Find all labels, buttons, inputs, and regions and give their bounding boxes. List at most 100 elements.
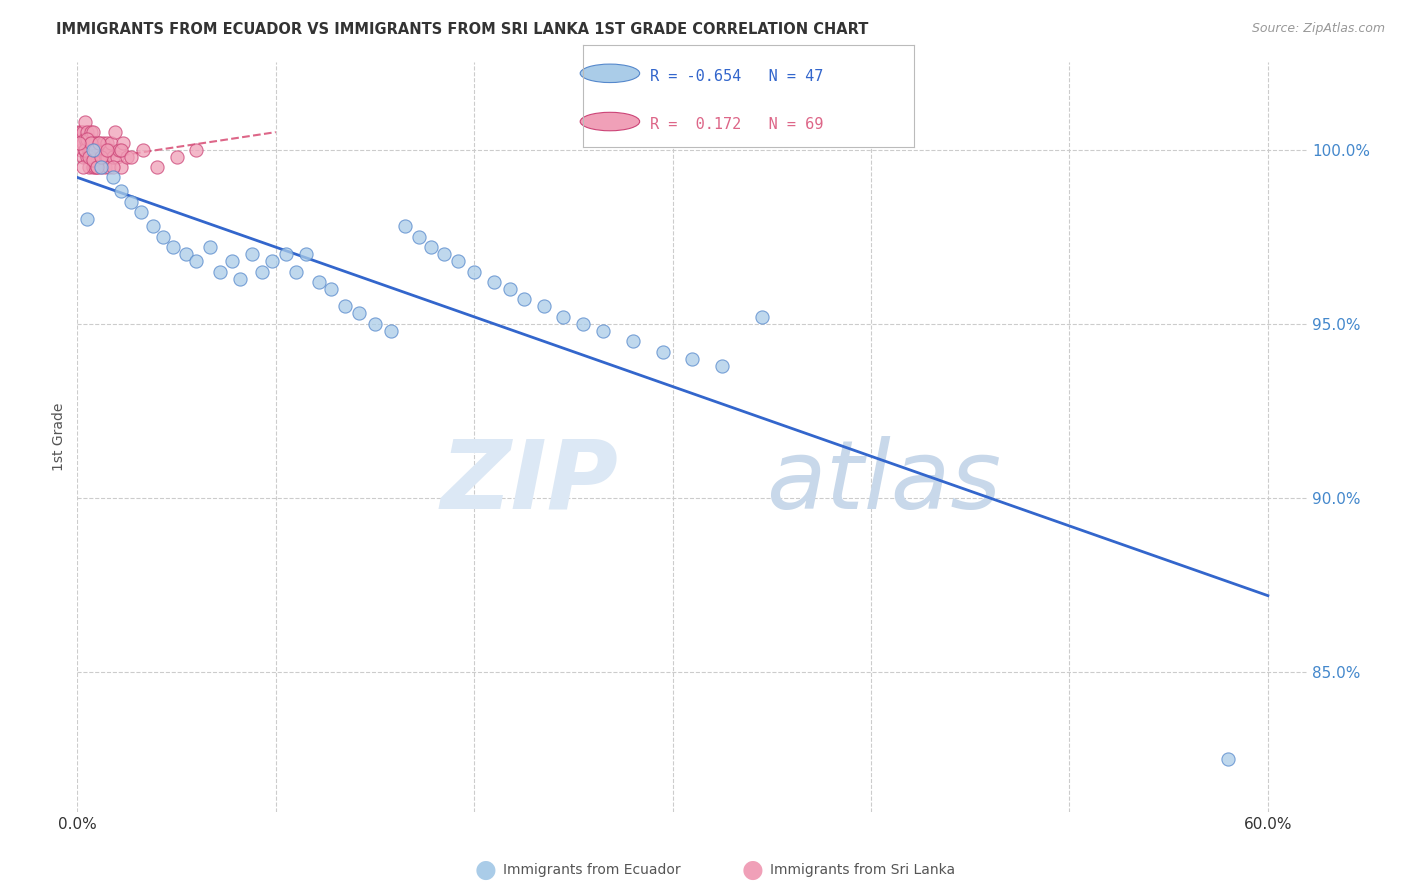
Circle shape bbox=[581, 112, 640, 131]
Point bbox=[284, 264, 307, 278]
Point bbox=[651, 344, 673, 359]
Point bbox=[433, 247, 456, 261]
Point bbox=[76, 125, 98, 139]
Point bbox=[94, 160, 117, 174]
Point bbox=[553, 310, 575, 324]
Text: ZIP: ZIP bbox=[440, 435, 619, 529]
Point bbox=[110, 160, 132, 174]
Point bbox=[91, 149, 114, 163]
Point bbox=[200, 240, 222, 254]
Text: R = -0.654   N = 47: R = -0.654 N = 47 bbox=[650, 69, 823, 84]
Point bbox=[75, 132, 97, 146]
Point bbox=[84, 143, 107, 157]
Point bbox=[347, 306, 370, 320]
Point bbox=[533, 299, 555, 313]
Point bbox=[72, 125, 94, 139]
Point bbox=[75, 143, 97, 157]
Text: ●: ● bbox=[474, 858, 496, 881]
Point bbox=[463, 264, 485, 278]
Point bbox=[176, 247, 198, 261]
Point bbox=[120, 149, 142, 163]
Point bbox=[80, 136, 103, 150]
Point bbox=[513, 293, 536, 307]
Point bbox=[260, 254, 283, 268]
Point bbox=[89, 136, 111, 150]
Point bbox=[447, 254, 470, 268]
Point bbox=[621, 334, 644, 349]
Text: Immigrants from Ecuador: Immigrants from Ecuador bbox=[503, 863, 681, 877]
Point bbox=[82, 160, 104, 174]
Circle shape bbox=[581, 64, 640, 83]
Point bbox=[77, 149, 100, 163]
Point bbox=[335, 299, 357, 313]
Point bbox=[294, 247, 316, 261]
Text: Immigrants from Sri Lanka: Immigrants from Sri Lanka bbox=[770, 863, 956, 877]
Point bbox=[1218, 752, 1240, 766]
Point bbox=[110, 143, 132, 157]
Point bbox=[132, 143, 155, 157]
Point bbox=[77, 132, 100, 146]
Point bbox=[72, 149, 94, 163]
Point bbox=[77, 160, 100, 174]
Point bbox=[162, 240, 184, 254]
Point bbox=[84, 160, 107, 174]
Point bbox=[321, 282, 343, 296]
Point bbox=[98, 143, 121, 157]
Point bbox=[80, 149, 103, 163]
Point bbox=[86, 149, 108, 163]
Point bbox=[229, 271, 252, 285]
Point bbox=[101, 149, 124, 163]
Point bbox=[67, 125, 90, 139]
Point bbox=[129, 205, 152, 219]
Point bbox=[111, 136, 134, 150]
Point bbox=[90, 143, 112, 157]
Point bbox=[86, 160, 108, 174]
Point bbox=[89, 149, 111, 163]
Text: atlas: atlas bbox=[766, 435, 1001, 529]
Point bbox=[394, 219, 416, 234]
Point bbox=[84, 136, 107, 150]
Point bbox=[186, 254, 208, 268]
Point bbox=[104, 125, 127, 139]
Point bbox=[380, 324, 402, 338]
Point bbox=[166, 149, 188, 163]
Point bbox=[76, 136, 98, 150]
Point bbox=[82, 153, 104, 167]
Point bbox=[70, 143, 93, 157]
Point bbox=[82, 136, 104, 150]
Point bbox=[90, 160, 112, 174]
Point bbox=[308, 275, 330, 289]
Point bbox=[482, 275, 505, 289]
Point bbox=[751, 310, 773, 324]
Point bbox=[364, 317, 387, 331]
Point bbox=[70, 125, 93, 139]
Point bbox=[82, 143, 104, 157]
Point bbox=[711, 359, 734, 373]
Point bbox=[86, 143, 108, 157]
Text: R =  0.172   N = 69: R = 0.172 N = 69 bbox=[650, 117, 823, 132]
Point bbox=[209, 264, 232, 278]
Point bbox=[80, 125, 103, 139]
Point bbox=[145, 160, 167, 174]
Point bbox=[98, 160, 121, 174]
Point bbox=[72, 160, 94, 174]
Point bbox=[186, 143, 208, 157]
Point bbox=[77, 143, 100, 157]
Text: IMMIGRANTS FROM ECUADOR VS IMMIGRANTS FROM SRI LANKA 1ST GRADE CORRELATION CHART: IMMIGRANTS FROM ECUADOR VS IMMIGRANTS FR… bbox=[56, 22, 869, 37]
Point bbox=[572, 317, 595, 331]
Point bbox=[75, 114, 97, 128]
Point bbox=[408, 229, 430, 244]
Point bbox=[592, 324, 614, 338]
Point bbox=[96, 143, 118, 157]
Point bbox=[96, 149, 118, 163]
Point bbox=[105, 149, 128, 163]
Point bbox=[101, 170, 124, 185]
Point bbox=[75, 143, 97, 157]
Point bbox=[101, 160, 124, 174]
Point bbox=[84, 143, 107, 157]
Point bbox=[240, 247, 263, 261]
Point bbox=[72, 136, 94, 150]
Point bbox=[250, 264, 273, 278]
Point bbox=[80, 136, 103, 150]
Point bbox=[90, 149, 112, 163]
